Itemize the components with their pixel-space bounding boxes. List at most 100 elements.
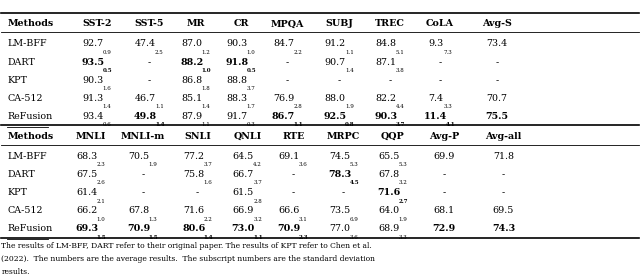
Text: 61.5: 61.5 <box>233 188 254 197</box>
Text: 1.0: 1.0 <box>97 217 105 222</box>
Text: CoLA: CoLA <box>426 19 454 28</box>
Text: 0.5: 0.5 <box>247 68 257 73</box>
Text: 1.4: 1.4 <box>202 104 211 109</box>
Text: SST-2: SST-2 <box>82 19 112 28</box>
Text: ReFusion: ReFusion <box>8 112 53 121</box>
Text: 2.6: 2.6 <box>97 180 105 185</box>
Text: 3.3: 3.3 <box>444 104 452 109</box>
Text: 90.3: 90.3 <box>227 39 248 48</box>
Text: 66.9: 66.9 <box>233 206 254 215</box>
Text: 71.6: 71.6 <box>183 206 204 215</box>
Text: 2.2: 2.2 <box>204 217 212 222</box>
Text: 88.0: 88.0 <box>324 94 346 103</box>
Text: 1.8: 1.8 <box>202 86 211 91</box>
Text: QNLI: QNLI <box>234 132 261 141</box>
Text: DART: DART <box>8 170 35 179</box>
Text: (2022).  The numbers are the average results.  The subscript numbers are the sta: (2022). The numbers are the average resu… <box>1 255 376 263</box>
Text: 91.3: 91.3 <box>83 94 104 103</box>
Text: 68.3: 68.3 <box>76 152 97 161</box>
Text: 1.4: 1.4 <box>103 104 111 109</box>
Text: -: - <box>292 188 295 197</box>
Text: 3.6: 3.6 <box>349 235 358 240</box>
Text: 1.1: 1.1 <box>155 104 164 109</box>
Text: 68.9: 68.9 <box>378 225 399 234</box>
Text: 70.9: 70.9 <box>278 225 301 234</box>
Text: MPQA: MPQA <box>271 19 304 28</box>
Text: -: - <box>141 188 145 197</box>
Text: -: - <box>443 170 446 179</box>
Text: 2.8: 2.8 <box>293 104 302 109</box>
Text: 7.3: 7.3 <box>444 49 452 54</box>
Text: RTE: RTE <box>282 132 305 141</box>
Text: MNLI: MNLI <box>76 132 106 141</box>
Text: 2.1: 2.1 <box>97 198 105 203</box>
Text: -: - <box>495 76 499 85</box>
Text: LM-BFF: LM-BFF <box>8 39 47 48</box>
Text: 69.9: 69.9 <box>433 152 455 161</box>
Text: 93.4: 93.4 <box>83 112 104 121</box>
Text: 0.6: 0.6 <box>103 122 111 127</box>
Text: 3.3: 3.3 <box>399 235 407 240</box>
Text: 64.5: 64.5 <box>233 152 254 161</box>
Text: 3.7: 3.7 <box>253 180 262 185</box>
Text: 67.5: 67.5 <box>76 170 97 179</box>
Text: Avg-P: Avg-P <box>429 132 460 141</box>
Text: 1.0: 1.0 <box>247 49 255 54</box>
Text: -: - <box>443 188 446 197</box>
Text: 7.4: 7.4 <box>428 94 444 103</box>
Text: 67.8: 67.8 <box>378 170 399 179</box>
Text: 85.1: 85.1 <box>181 94 202 103</box>
Text: 70.9: 70.9 <box>127 225 150 234</box>
Text: MRPC: MRPC <box>327 132 360 141</box>
Text: CA-512: CA-512 <box>8 94 44 103</box>
Text: 84.8: 84.8 <box>376 39 397 48</box>
Text: 4.2: 4.2 <box>253 162 262 167</box>
Text: QQP: QQP <box>381 132 404 141</box>
Text: The results of LM-BFF, DART refer to their original paper. The results of KPT re: The results of LM-BFF, DART refer to the… <box>1 242 372 250</box>
Text: 90.3: 90.3 <box>374 112 397 121</box>
Text: Methods: Methods <box>8 19 54 28</box>
Text: 4.4: 4.4 <box>396 104 404 109</box>
Text: 74.5: 74.5 <box>329 152 350 161</box>
Text: 2.3: 2.3 <box>97 162 105 167</box>
Text: SUBJ: SUBJ <box>325 19 353 28</box>
Text: KPT: KPT <box>8 188 28 197</box>
Text: -: - <box>495 58 499 67</box>
Text: Avg-S: Avg-S <box>482 19 512 28</box>
Text: -: - <box>286 76 289 85</box>
Text: 2.5: 2.5 <box>155 49 164 54</box>
Text: 66.2: 66.2 <box>76 206 97 215</box>
Text: 3.7: 3.7 <box>204 162 212 167</box>
Text: 61.4: 61.4 <box>76 188 97 197</box>
Text: 66.6: 66.6 <box>278 206 300 215</box>
Text: 86.7: 86.7 <box>272 112 295 121</box>
Text: 1.0: 1.0 <box>202 68 211 73</box>
Text: 3.1: 3.1 <box>299 217 308 222</box>
Text: 71.6: 71.6 <box>377 188 400 197</box>
Text: 49.8: 49.8 <box>134 112 157 121</box>
Text: 1.7: 1.7 <box>247 104 255 109</box>
Text: Avg-all: Avg-all <box>485 132 522 141</box>
Text: TREC: TREC <box>375 19 405 28</box>
Text: 3.2: 3.2 <box>253 217 262 222</box>
Text: 70.7: 70.7 <box>486 94 508 103</box>
Text: 87.0: 87.0 <box>181 39 202 48</box>
Text: 4.1: 4.1 <box>445 122 455 127</box>
Text: 67.8: 67.8 <box>128 206 149 215</box>
Text: CR: CR <box>233 19 249 28</box>
Text: 2.7: 2.7 <box>399 198 408 203</box>
Text: 92.7: 92.7 <box>83 39 104 48</box>
Text: 1.6: 1.6 <box>103 86 111 91</box>
Text: 1.9: 1.9 <box>399 217 407 222</box>
Text: 64.0: 64.0 <box>378 206 399 215</box>
Text: 93.5: 93.5 <box>81 58 104 67</box>
Text: -: - <box>342 188 345 197</box>
Text: 1.4: 1.4 <box>345 68 354 73</box>
Text: 5.3: 5.3 <box>349 162 358 167</box>
Text: DART: DART <box>8 58 35 67</box>
Text: results.: results. <box>1 268 30 276</box>
Text: -: - <box>148 58 151 67</box>
Text: 1.1: 1.1 <box>202 122 211 127</box>
Text: 1.5: 1.5 <box>148 235 158 240</box>
Text: 1.4: 1.4 <box>155 122 164 127</box>
